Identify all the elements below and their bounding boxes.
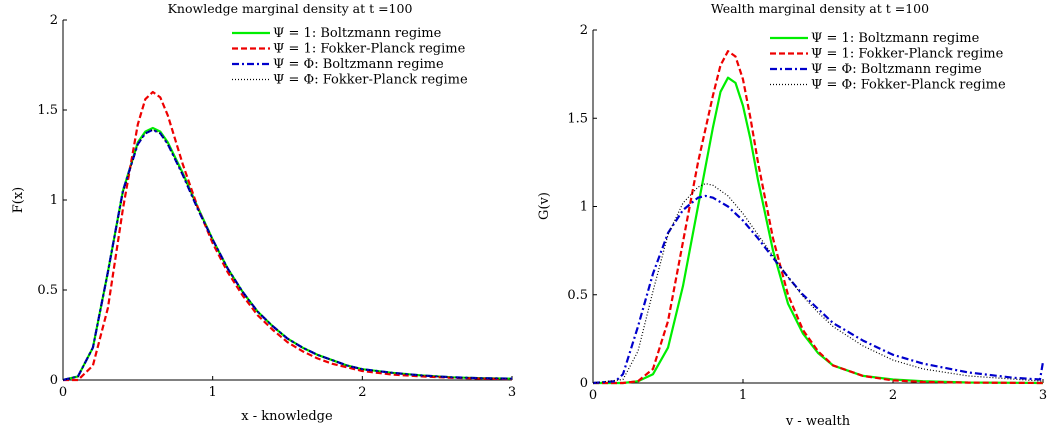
wealth-legend-label: Ψ = Φ: Fokker-Planck regime [811, 78, 1006, 93]
knowledge-chart: Knowledge marginal density at t =100 0 1 2… [11, 1, 516, 424]
knowledge-x-axis-title: x - knowledge [241, 409, 333, 424]
knowledge-legend-label: Ψ = 1: Boltzmann regime [273, 26, 442, 41]
knowledge-series-line-2 [63, 90, 513, 382]
knowledge-y-tick-label: 2 [50, 13, 58, 28]
knowledge-y-tick-label: 0 [50, 373, 58, 388]
knowledge-y-tick-label: 1 [50, 193, 58, 208]
wealth-series-line-4 [592, 183, 1044, 384]
wealth-legend-label: Ψ = 1: Boltzmann regime [811, 31, 980, 46]
knowledge-x-tick-label: 3 [508, 385, 516, 400]
wealth-x-tick-label: 1 [739, 388, 747, 403]
wealth-x-tick-label: 3 [1039, 388, 1047, 403]
wealth-y-tick-label: 0.5 [567, 288, 588, 303]
wealth-x-axis-title: v - wealth [785, 414, 851, 429]
wealth-chart-title: Wealth marginal density at t =100 [711, 1, 929, 16]
wealth-x-tick-label: 2 [889, 388, 897, 403]
knowledge-legend-label: Ψ = Φ: Boltzmann regime [273, 57, 444, 72]
wealth-legend-label: Ψ = 1: Fokker-Planck regime [811, 47, 1004, 62]
wealth-series-line-2 [593, 50, 1044, 385]
wealth-chart: Wealth marginal density at t =100 0 1 2 3 0 0… [537, 1, 1047, 429]
knowledge-chart-title: Knowledge marginal density at t =100 [168, 1, 413, 16]
knowledge-x-tick-label: 0 [59, 385, 67, 400]
wealth-series-line-1 [593, 76, 1044, 385]
knowledge-y-tick-label: 1.5 [37, 103, 58, 118]
wealth-y-tick-label: 1 [580, 200, 588, 215]
wealth-series-line-3 [592, 194, 1045, 385]
wealth-x-tick-label: 0 [589, 388, 597, 403]
knowledge-x-tick-label: 2 [358, 385, 366, 400]
wealth-legend-label: Ψ = Φ: Boltzmann regime [811, 62, 982, 77]
knowledge-legend-label: Ψ = 1: Fokker-Planck regime [273, 42, 466, 57]
wealth-y-axis-title: G(v) [537, 192, 552, 220]
wealth-y-tick-label: 0 [580, 376, 588, 391]
knowledge-legend-label: Ψ = Φ: Fokker-Planck regime [273, 73, 468, 88]
wealth-y-tick-label: 2 [580, 23, 588, 38]
knowledge-y-tick-label: 0.5 [37, 283, 58, 298]
knowledge-y-axis-title: F(x) [11, 187, 26, 214]
wealth-y-tick-label: 1.5 [567, 111, 588, 126]
knowledge-x-tick-label: 1 [209, 385, 217, 400]
